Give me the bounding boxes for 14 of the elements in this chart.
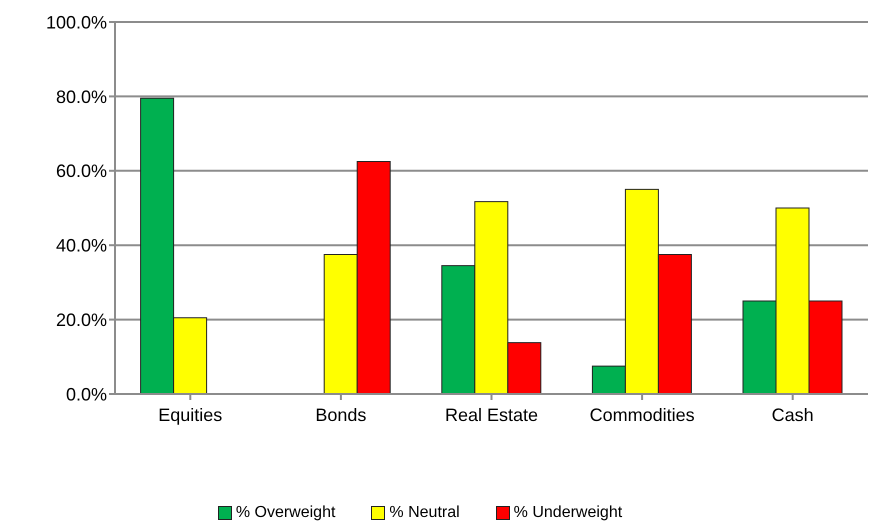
y-tick-label: 60.0% xyxy=(56,161,107,182)
x-tick-label: Cash xyxy=(772,404,814,425)
x-tick-label: Commodities xyxy=(590,404,695,425)
y-tick-label: 80.0% xyxy=(56,86,107,107)
x-tick-label: Bonds xyxy=(315,404,366,425)
legend-label: % Neutral xyxy=(388,504,460,522)
y-tick-label: 20.0% xyxy=(56,310,107,330)
y-tick-label: 100.0% xyxy=(46,12,107,32)
y-tick-label: 40.0% xyxy=(56,236,107,256)
y-tick-label: 0.0% xyxy=(66,384,107,404)
legend-label: % Underweight xyxy=(512,504,622,522)
x-tick-label: Equities xyxy=(158,404,222,425)
legend-label: % Overweight xyxy=(234,504,336,522)
x-tick-label: Real Estate xyxy=(444,404,538,425)
